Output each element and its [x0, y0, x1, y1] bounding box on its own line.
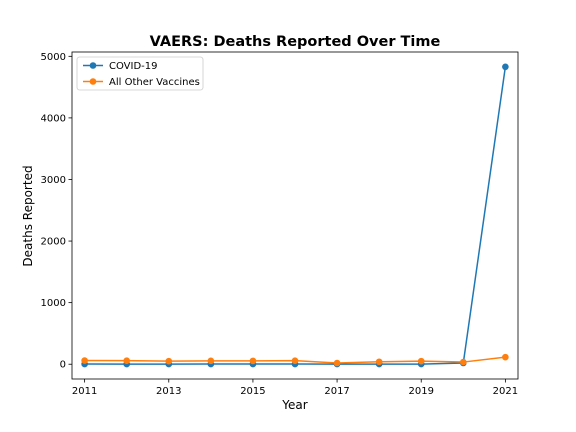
plot-area: 2011 2013 2015 2017 2019 2021 0 1000 2000 3000 400… [41, 51, 519, 397]
x-tick-label-2017: 2017 [324, 386, 349, 397]
legend-series-2-marker [89, 78, 97, 85]
y-axis-label: Deaths Reported [21, 165, 35, 266]
chart-title: VAERS: Deaths Reported Over Time [150, 34, 441, 50]
y-tick-label-4000: 4000 [41, 113, 66, 124]
legend-series-1-label: COVID-19 [109, 61, 158, 72]
series-2-point-2021 [502, 353, 509, 361]
x-tick-label-2021: 2021 [493, 386, 518, 397]
series-2-point-2012 [123, 357, 130, 364]
legend: COVID-19 All Other Vaccines [76, 56, 204, 91]
legend-series-2-label: All Other Vaccines [109, 77, 200, 88]
series-2-point-2019 [417, 357, 425, 365]
legend-series-1-marker [89, 62, 97, 69]
y-tick-label-2000: 2000 [41, 237, 66, 248]
series-2-point-2014 [207, 357, 215, 365]
series-2-point-2018 [375, 358, 383, 366]
legend-box [76, 56, 204, 91]
x-tick-label-2015: 2015 [240, 386, 265, 397]
series-2-point-2016 [291, 357, 299, 364]
x-tick-label-2011: 2011 [72, 386, 97, 397]
series-2-point-2011 [81, 357, 88, 364]
x-axis-label: Year [281, 398, 307, 412]
series-2-point-2020 [460, 358, 467, 366]
series-2-point-2017 [333, 359, 341, 367]
series-2-point-2013 [165, 357, 173, 365]
x-tick-label-2019: 2019 [408, 386, 433, 397]
x-tick-label-2013: 2013 [156, 386, 181, 397]
axes-frame [71, 51, 519, 380]
y-tick-label-5000: 5000 [41, 52, 66, 63]
series-2-point-2015 [249, 357, 257, 365]
y-tick-label-3000: 3000 [41, 175, 66, 186]
series-1-point-2021 [502, 63, 509, 71]
y-tick-label-0: 0 [60, 360, 66, 371]
y-tick-label-1000: 1000 [41, 298, 66, 309]
